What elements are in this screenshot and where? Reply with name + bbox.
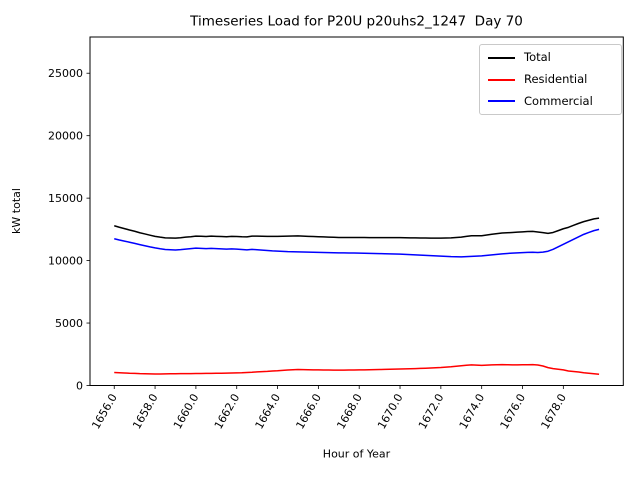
legend-entry-label: Residential — [524, 71, 588, 86]
x-tick-label: 1674.0 — [457, 392, 488, 432]
y-tick-label: 10000 — [48, 254, 83, 267]
x-tick-label: 1676.0 — [498, 392, 529, 432]
legend-line-swatch — [488, 78, 515, 81]
y-tick-label: 15000 — [48, 192, 83, 205]
axes-frame — [89, 36, 624, 386]
series-line-commercial — [114, 228, 600, 258]
y-tick-label: 0 — [76, 379, 83, 392]
series-line-total — [114, 217, 600, 239]
x-tick-label: 1660.0 — [171, 392, 202, 432]
x-axis-label: Hour of Year — [323, 448, 391, 461]
y-tick-label: 20000 — [48, 129, 83, 142]
legend-line-swatch — [488, 100, 515, 103]
x-tick-label: 1662.0 — [212, 392, 243, 432]
legend-entry: Residential — [488, 71, 613, 86]
chart-title: Timeseries Load for P20U p20uhs2_1247 Da… — [189, 14, 523, 30]
y-tick-label: 25000 — [48, 67, 83, 80]
x-tick-label: 1668.0 — [334, 392, 365, 432]
x-tick-label: 1664.0 — [253, 392, 284, 432]
legend-entry-label: Commercial — [524, 93, 593, 108]
legend-entry: Total — [488, 50, 613, 64]
x-tick-label: 1672.0 — [416, 392, 447, 432]
series-line-residential — [114, 363, 600, 376]
legend: Total Residential Commercial — [479, 44, 622, 115]
x-tick-label: 1658.0 — [130, 392, 161, 432]
legend-entry: Commercial — [488, 93, 613, 108]
legend-entry-label: Total — [524, 50, 551, 64]
legend-line-swatch — [488, 56, 515, 59]
y-axis-label: kW total — [10, 188, 23, 234]
x-tick-label: 1656.0 — [89, 392, 120, 432]
y-tick-label: 5000 — [55, 317, 83, 330]
x-tick-label: 1670.0 — [375, 392, 406, 432]
x-tick-label: 1666.0 — [293, 392, 324, 432]
x-tick-label: 1678.0 — [538, 392, 569, 432]
